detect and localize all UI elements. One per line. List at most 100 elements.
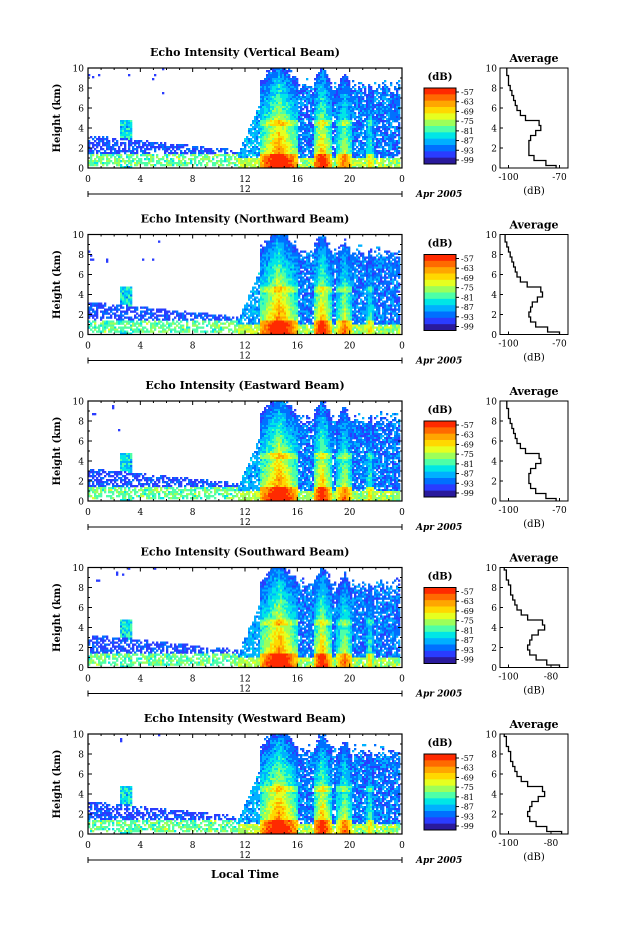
heatmap-cell — [318, 120, 320, 122]
heatmap-cell — [232, 154, 234, 156]
heatmap-cell — [306, 110, 308, 112]
heatmap-cell — [318, 126, 320, 128]
heatmap-cell — [102, 144, 104, 146]
heatmap-cell — [312, 102, 314, 104]
heatmap-cell — [240, 150, 242, 152]
heatmap-cell — [260, 100, 262, 102]
heatmap-cell — [296, 116, 298, 118]
heatmap-cell — [316, 108, 318, 110]
heatmap-cell — [288, 152, 290, 154]
heatmap-cell — [248, 152, 250, 154]
heatmap-cell — [302, 126, 304, 128]
heatmap-cell — [182, 154, 184, 156]
heatmap-cell — [260, 156, 262, 158]
heatmap-cell — [128, 132, 130, 134]
heatmap-cell — [302, 162, 304, 164]
heatmap-cell — [114, 158, 116, 160]
heatmap-cell — [300, 146, 302, 148]
heatmap-cell — [264, 82, 266, 84]
heatmap-cell — [272, 136, 274, 138]
heatmap-cell — [114, 138, 116, 140]
heatmap-cell — [244, 146, 246, 148]
heatmap-cell — [312, 124, 314, 126]
heatmap-cell — [260, 126, 262, 128]
heatmap-cell — [300, 156, 302, 158]
heatmap-cell — [90, 152, 92, 154]
heatmap-cell — [264, 122, 266, 124]
heatmap-cell — [286, 162, 288, 164]
heatmap-cell — [260, 138, 262, 140]
heatmap-cell — [310, 124, 312, 126]
heatmap-cell — [294, 104, 296, 106]
heatmap-cell — [268, 138, 270, 140]
heatmap-cell — [106, 144, 108, 146]
heatmap-cell — [264, 102, 266, 104]
heatmap-cell — [272, 80, 274, 82]
heatmap-cell — [252, 164, 254, 166]
heatmap-cell — [306, 142, 308, 144]
heatmap-cell — [186, 144, 188, 146]
heatmap-cell — [316, 160, 318, 162]
heatmap-cell — [264, 78, 266, 80]
heatmap-cell — [126, 120, 128, 122]
heatmap-cell — [270, 130, 272, 132]
heatmap-cell — [278, 140, 280, 142]
heatmap-cell — [278, 130, 280, 132]
heatmap-cell — [122, 134, 124, 136]
heatmap-cell — [246, 164, 248, 166]
heatmap-cell — [252, 128, 254, 130]
heatmap-cell — [134, 162, 136, 164]
heatmap-cell — [168, 146, 170, 148]
heatmap-cell — [124, 130, 126, 132]
heatmap-cell — [266, 114, 268, 116]
heatmap-cell — [290, 106, 292, 108]
heatmap-cell — [276, 96, 278, 98]
heatmap-cell — [172, 160, 174, 162]
heatmap-cell — [318, 90, 320, 92]
heatmap-cell — [208, 150, 210, 152]
heatmap-cell — [262, 150, 264, 152]
heatmap-cell — [292, 144, 294, 146]
heatmap-cell — [284, 120, 286, 122]
heatmap-cell — [280, 122, 282, 124]
heatmap-cell — [278, 96, 280, 98]
heatmap-cell — [164, 148, 166, 150]
heatmap-cell — [260, 112, 262, 114]
heatmap-cell — [122, 130, 124, 132]
heatmap-cell — [276, 136, 278, 138]
heatmap-cell — [282, 130, 284, 132]
heatmap-cell — [256, 134, 258, 136]
heatmap-cell — [294, 138, 296, 140]
heatmap-cell — [270, 152, 272, 154]
heatmap-cell — [108, 148, 110, 150]
heatmap-cell — [170, 150, 172, 152]
heatmap-cell — [290, 128, 292, 130]
heatmap-cell — [302, 132, 304, 134]
heatmap-cell — [270, 138, 272, 140]
heatmap-cell — [310, 88, 312, 90]
heatmap-cell — [244, 156, 246, 158]
heatmap-cell — [278, 144, 280, 146]
heatmap-cell — [316, 122, 318, 124]
heatmap-cell — [296, 110, 298, 112]
heatmap-cell — [314, 110, 316, 112]
heatmap-cell — [262, 154, 264, 156]
heatmap-cell — [282, 90, 284, 92]
heatmap-cell — [260, 96, 262, 98]
heatmap-cell — [282, 118, 284, 120]
heatmap-cell — [280, 126, 282, 128]
heatmap-cell — [284, 94, 286, 96]
heatmap-cell — [316, 140, 318, 142]
heatmap-cell — [316, 94, 318, 96]
heatmap-cell — [278, 80, 280, 82]
heatmap-cell — [264, 128, 266, 130]
heatmap-cell — [278, 72, 280, 74]
heatmap-cell — [274, 110, 276, 112]
heatmap-cell — [246, 156, 248, 158]
heatmap-cell — [262, 112, 264, 114]
heatmap-cell — [318, 128, 320, 130]
heatmap-cell — [290, 86, 292, 88]
heatmap-cell — [176, 152, 178, 154]
heatmap-cell — [288, 158, 290, 160]
heatmap-cell — [286, 138, 288, 140]
